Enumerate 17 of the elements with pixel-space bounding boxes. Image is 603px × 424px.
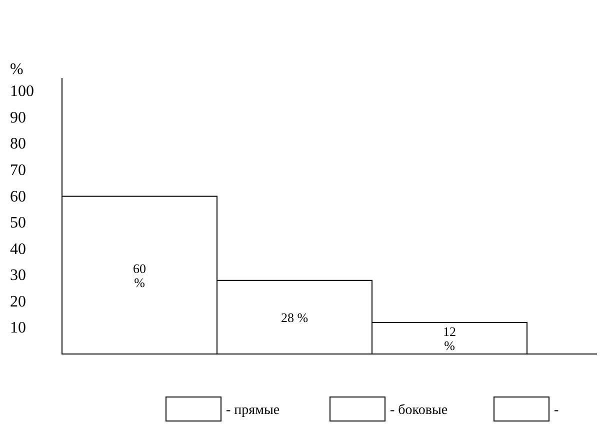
y-tick-label: 70	[10, 162, 26, 179]
data-label: 28 %	[280, 310, 308, 326]
legend-label: - боковые	[390, 403, 448, 418]
y-tick-label: 50	[10, 214, 26, 232]
y-tick-label: 30	[10, 267, 26, 284]
y-tick-label: 60	[10, 188, 26, 206]
legend-label: - прямые	[226, 403, 280, 418]
y-tick-label: 20	[10, 293, 26, 310]
y-axis-title: %	[10, 61, 24, 78]
y-tick-label: 10	[10, 320, 26, 337]
y-tick-label: 90	[10, 109, 26, 126]
y-tick-label: 80	[10, 136, 26, 153]
y-tick-label: 40	[10, 240, 26, 258]
y-tick-label: 100	[10, 83, 34, 100]
data-label: 12 %	[443, 324, 456, 354]
data-label: 60 %	[133, 261, 146, 290]
legend-label: -	[554, 403, 559, 418]
